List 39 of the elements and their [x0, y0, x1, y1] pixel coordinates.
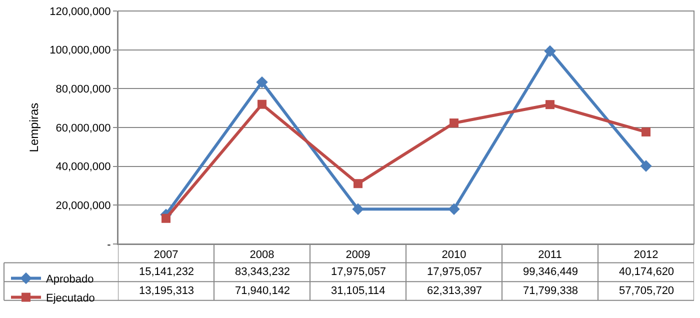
data-label: 40,174,620: [619, 266, 674, 278]
x-tick-label: 2012: [634, 249, 658, 262]
x-tick-label: 2010: [442, 249, 466, 262]
point: [640, 160, 652, 172]
point: [354, 179, 362, 188]
point: [256, 76, 268, 88]
legend-label: Ejecutado: [46, 292, 95, 305]
y-tick-label: 60,000,000: [56, 122, 111, 134]
x-tick-label: 2008: [250, 249, 274, 262]
point: [162, 214, 170, 223]
y-axis-title: Lempiras: [26, 102, 41, 152]
data-label: 57,705,720: [619, 285, 674, 297]
x-tick-label: 2011: [538, 249, 562, 262]
data-label: 83,343,232: [235, 266, 290, 278]
data-label: 99,346,449: [523, 266, 578, 278]
point: [352, 203, 364, 215]
data-label: 31,105,114: [331, 285, 386, 297]
y-tick-label: -: [107, 238, 112, 251]
legend-label: Aprobado: [46, 274, 94, 286]
data-label: 15,141,232: [139, 266, 194, 278]
point: [258, 100, 266, 109]
y-tick-label: 20,000,000: [56, 200, 111, 212]
data-label: 17,975,057: [427, 266, 482, 278]
y-tick-label: 40,000,000: [56, 161, 111, 174]
y-tick-label: 120,000,000: [50, 6, 111, 18]
y-tick-label: 80,000,000: [56, 84, 111, 96]
data-label: 71,940,142: [235, 285, 290, 297]
point: [546, 100, 554, 110]
data-label: 17,975,057: [331, 266, 386, 278]
point: [450, 118, 458, 128]
point: [448, 203, 460, 215]
data-label: 13,195,313: [139, 285, 194, 297]
x-tick-label: 2009: [346, 249, 370, 262]
y-tick-label: 100,000,000: [50, 44, 111, 57]
data-label: 71,799,338: [523, 285, 578, 297]
point: [642, 127, 650, 136]
point: [544, 45, 556, 57]
x-tick-label: 2007: [154, 249, 178, 262]
data-label: 62,313,397: [427, 285, 482, 297]
